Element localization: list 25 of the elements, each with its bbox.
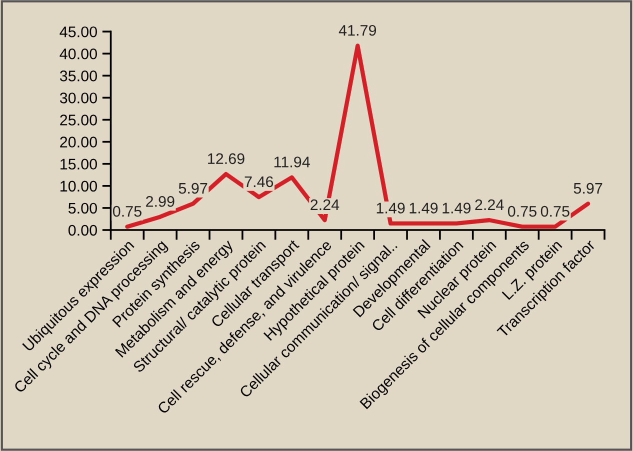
y-tick-label: 15.00 xyxy=(60,158,97,170)
y-tick-label: 40.00 xyxy=(60,48,97,60)
y-tick-label: 30.00 xyxy=(60,92,97,104)
y-tick-label: 5.00 xyxy=(68,202,97,214)
y-tick-label: 0.00 xyxy=(68,224,97,236)
data-label: 0.75 xyxy=(508,206,536,217)
y-tick-label: 45.00 xyxy=(60,26,97,38)
data-label: 2.24 xyxy=(475,199,504,210)
data-label: 1.49 xyxy=(410,202,438,214)
y-tick-label: 25.00 xyxy=(60,114,97,126)
data-label: 1.49 xyxy=(376,202,405,214)
data-label: 41.79 xyxy=(338,24,376,36)
data-label: 12.69 xyxy=(208,153,244,164)
data-label: 0.75 xyxy=(540,206,570,217)
y-tick-label: 20.00 xyxy=(60,136,97,148)
y-tick-label: 10.00 xyxy=(60,180,97,192)
data-label: 5.97 xyxy=(178,182,208,194)
data-label: 0.75 xyxy=(112,206,142,217)
data-label: 7.46 xyxy=(244,176,274,188)
y-tick-label: 35.00 xyxy=(60,70,97,82)
data-label: 11.94 xyxy=(274,156,310,168)
data-label: 5.97 xyxy=(574,182,602,194)
data-label: 2.99 xyxy=(146,196,174,207)
data-label: 2.24 xyxy=(310,199,340,210)
data-label: 1.49 xyxy=(442,202,471,214)
